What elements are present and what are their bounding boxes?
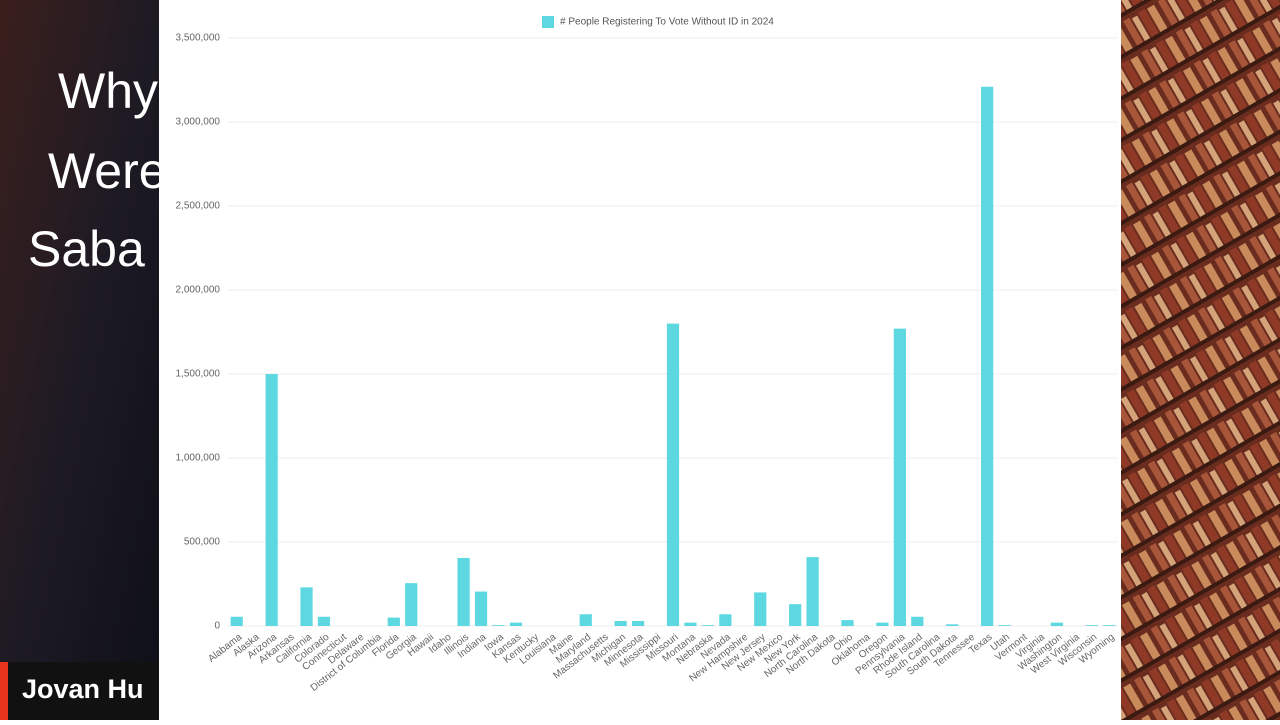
bar	[474, 591, 488, 626]
legend-label: # People Registering To Vote Without ID …	[560, 17, 774, 28]
y-tick-label: 3,500,000	[176, 33, 221, 44]
y-tick-label: 1,500,000	[176, 369, 221, 380]
bar	[998, 625, 1011, 626]
legend-swatch	[542, 16, 554, 28]
bar	[579, 614, 592, 626]
bar	[841, 620, 854, 626]
bar	[614, 620, 627, 626]
headline: Were	[48, 143, 167, 199]
bar	[806, 557, 819, 626]
bar	[300, 587, 313, 626]
bar	[405, 583, 418, 626]
right-background	[1120, 0, 1280, 720]
bar	[631, 620, 645, 626]
bar	[1103, 625, 1116, 626]
y-tick-label: 2,500,000	[176, 201, 221, 212]
bar	[981, 86, 994, 627]
bar	[265, 374, 278, 626]
left-background	[0, 0, 160, 720]
bar	[946, 624, 959, 626]
bar	[509, 622, 523, 626]
y-tick-label: 2,000,000	[176, 285, 221, 296]
headline: Why	[58, 63, 158, 119]
name-accent	[0, 662, 8, 720]
chart-panel	[159, 0, 1121, 720]
bar	[684, 622, 697, 626]
bar	[789, 604, 802, 626]
bar	[893, 328, 906, 626]
presenter-name: Jovan Hu	[22, 674, 144, 704]
headline: Saba	[28, 221, 145, 277]
y-tick-label: 500,000	[184, 537, 221, 548]
bar	[666, 323, 680, 626]
y-tick-label: 1,000,000	[176, 453, 221, 464]
bar	[230, 616, 243, 626]
bar	[876, 622, 889, 626]
bar	[492, 625, 505, 626]
bar	[911, 616, 924, 626]
bar	[754, 592, 767, 626]
bar	[719, 614, 732, 626]
y-tick-label: 0	[214, 621, 220, 632]
y-tick-label: 3,000,000	[176, 117, 221, 128]
bar	[701, 625, 715, 626]
bar	[1085, 625, 1098, 626]
bar	[317, 616, 331, 626]
bar	[1050, 622, 1064, 626]
bar	[457, 557, 470, 626]
bar	[387, 617, 400, 626]
name-plate	[8, 662, 160, 720]
